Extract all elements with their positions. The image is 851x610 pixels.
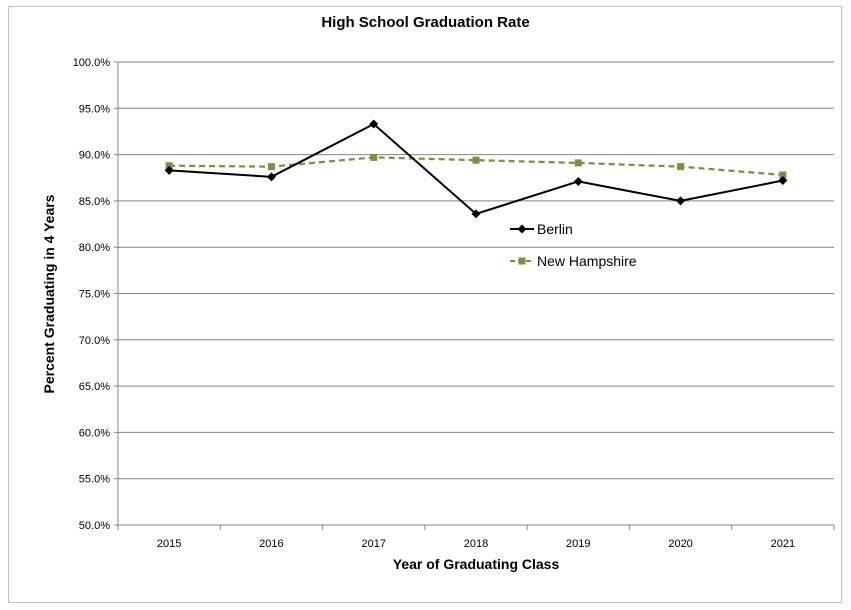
x-tick-label: 2020: [668, 538, 692, 550]
x-tick-label: 2021: [771, 538, 795, 550]
y-tick-label: 50.0%: [79, 520, 110, 532]
y-tick-label: 65.0%: [79, 381, 110, 393]
chart-title: High School Graduation Rate: [321, 14, 530, 31]
data-point-new-hampshire: [677, 163, 685, 171]
y-tick-label: 60.0%: [79, 427, 110, 439]
y-tick-label: 90.0%: [79, 150, 110, 162]
y-tick-label: 85.0%: [79, 196, 110, 208]
data-point-new-hampshire: [370, 153, 378, 161]
x-tick-label: 2019: [566, 538, 590, 550]
y-tick-label: 75.0%: [79, 289, 110, 301]
gridlines: [118, 61, 834, 526]
legend-item-berlin: Berlin: [510, 221, 573, 237]
chart-frame: [8, 6, 842, 603]
series-line-berlin: [169, 122, 784, 215]
data-point-berlin: [266, 172, 276, 182]
legend-label: Berlin: [537, 221, 573, 237]
series-group: [164, 119, 788, 219]
data-point-berlin: [778, 176, 788, 186]
x-tick-label: 2018: [464, 538, 488, 550]
legend-marker: [518, 257, 526, 265]
data-point-berlin: [573, 176, 583, 186]
x-tick-label: 2016: [259, 538, 283, 550]
data-point-berlin: [676, 196, 686, 206]
x-tick-label: 2015: [157, 538, 181, 550]
data-point-berlin: [369, 119, 379, 129]
data-point-new-hampshire: [165, 162, 173, 170]
legend-label: New Hampshire: [537, 253, 637, 269]
y-tick-label: 80.0%: [79, 242, 110, 254]
x-tick-label: 2017: [361, 538, 385, 550]
legend-item-new-hampshire: New Hampshire: [510, 253, 637, 269]
y-tick-label: 70.0%: [79, 335, 110, 347]
x-axis-title: Year of Graduating Class: [393, 556, 560, 572]
data-point-berlin: [164, 165, 174, 175]
axes: 50.0% 55.0% 60.0% 65.0% 70.0% 75.0% 80.0% 85.0%…: [73, 57, 835, 550]
legend-marker: [517, 224, 527, 234]
data-point-new-hampshire: [779, 171, 787, 179]
data-point-new-hampshire: [267, 163, 275, 171]
y-tick-label: 100.0%: [73, 57, 111, 69]
legend: Berlin New Hampshire: [510, 221, 637, 269]
data-point-new-hampshire: [472, 156, 480, 164]
y-tick-label: 95.0%: [79, 103, 110, 115]
y-tick-label: 55.0%: [79, 474, 110, 486]
y-axis-title: Percent Graduating in 4 Years: [41, 194, 57, 393]
data-point-berlin: [471, 209, 481, 219]
data-point-new-hampshire: [574, 159, 582, 167]
